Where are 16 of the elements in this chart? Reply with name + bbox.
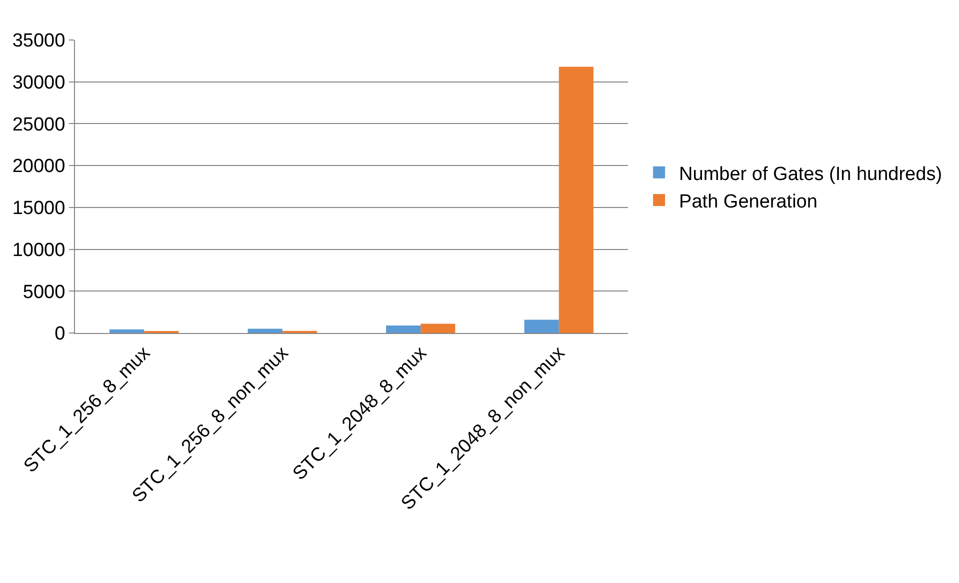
legend-label: Path Generation [679, 191, 818, 212]
bar [420, 324, 456, 333]
y-tick-label: 35000 [12, 30, 66, 52]
y-tick-label: 15000 [12, 198, 66, 220]
bar [558, 66, 594, 333]
bar [248, 328, 282, 333]
bar [524, 320, 559, 333]
legend-label: Number of Gates (In hundreds) [679, 164, 942, 185]
y-tick-label: 25000 [12, 114, 66, 136]
bar [386, 325, 421, 333]
y-tick-label: 20000 [12, 156, 66, 178]
y-tick-label: 0 [54, 324, 66, 345]
y-tick-label: 10000 [12, 240, 66, 261]
bar [110, 329, 144, 333]
y-tick-label: 30000 [12, 72, 66, 94]
y-tick-label: 5000 [22, 282, 66, 303]
